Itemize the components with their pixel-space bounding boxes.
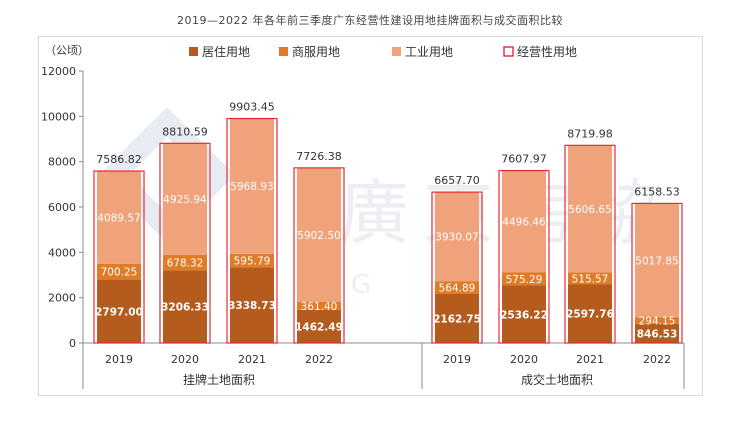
data-label-total: 7726.38 bbox=[296, 150, 342, 163]
bar-residential bbox=[635, 323, 679, 343]
bar-commercial bbox=[435, 281, 479, 294]
x-tick-label: 2022 bbox=[643, 353, 671, 366]
bar-industrial bbox=[230, 118, 274, 254]
data-label-industrial: 4089.57 bbox=[97, 212, 140, 224]
bar-residential bbox=[568, 284, 612, 343]
bar-commercial bbox=[568, 272, 612, 285]
bar-commercial bbox=[297, 301, 341, 310]
bar-residential bbox=[435, 293, 479, 343]
data-label-total: 9903.45 bbox=[229, 101, 275, 114]
y-tick-label: 4000 bbox=[48, 246, 76, 259]
y-tick-label: 6000 bbox=[48, 201, 76, 214]
bar-operating-outline bbox=[293, 167, 345, 344]
x-tick-label: 2020 bbox=[510, 353, 538, 366]
bar-commercial bbox=[230, 253, 274, 268]
data-label-residential: 2162.75 bbox=[433, 313, 481, 325]
bar-residential bbox=[230, 267, 274, 343]
data-label-industrial: 5968.93 bbox=[230, 181, 273, 193]
legend-label-industrial: 工业用地 bbox=[405, 45, 453, 59]
bar-residential bbox=[297, 309, 341, 343]
data-label-commercial: 595.79 bbox=[234, 256, 271, 268]
data-label-residential: 2536.22 bbox=[500, 309, 548, 321]
x-tick-label: 2019 bbox=[105, 353, 133, 366]
data-label-residential: 3206.33 bbox=[161, 302, 209, 314]
bar-operating-outline bbox=[564, 144, 616, 344]
data-label-residential: 2597.76 bbox=[566, 309, 614, 321]
chart-frame: 廣東房協G（公顷）0200040006000800010000120002797… bbox=[38, 36, 703, 396]
bar-industrial bbox=[97, 171, 141, 264]
x-tick-label: 2020 bbox=[171, 353, 199, 366]
data-label-industrial: 5017.85 bbox=[635, 255, 678, 267]
legend-label-operating_outline: 经营性用地 bbox=[517, 45, 577, 59]
bar-industrial bbox=[297, 167, 341, 302]
data-label-residential: 846.53 bbox=[637, 328, 678, 340]
bar-industrial bbox=[163, 143, 207, 255]
bar-operating-outline bbox=[631, 202, 683, 344]
page-title: 2019—2022 年各年前三季度广东经营性建设用地挂牌面积与成交面积比较 bbox=[177, 14, 563, 27]
bar-operating-outline bbox=[93, 170, 145, 344]
x-tick-label: 2019 bbox=[443, 353, 471, 366]
bar-residential bbox=[502, 285, 546, 343]
data-label-commercial: 575.29 bbox=[506, 274, 543, 286]
data-label-industrial: 5606.65 bbox=[568, 204, 611, 216]
legend-swatch-commercial bbox=[279, 47, 288, 56]
data-label-industrial: 5902.50 bbox=[297, 230, 340, 242]
data-label-industrial: 4925.94 bbox=[163, 194, 207, 206]
bar-industrial bbox=[635, 203, 679, 318]
y-axis-unit-label: （公顷） bbox=[45, 44, 89, 57]
x-tick-label: 2021 bbox=[576, 353, 604, 366]
bar-commercial bbox=[502, 272, 546, 286]
y-tick-label: 12000 bbox=[41, 65, 76, 78]
data-label-total: 6158.53 bbox=[634, 185, 680, 198]
bar-commercial bbox=[97, 263, 141, 280]
legend-swatch-operating bbox=[503, 46, 514, 57]
legend-swatch-residential bbox=[189, 47, 198, 56]
data-label-commercial: 361.40 bbox=[301, 301, 338, 313]
bar-industrial bbox=[568, 145, 612, 273]
bar-commercial bbox=[163, 254, 207, 271]
data-label-commercial: 515.57 bbox=[572, 273, 609, 285]
bar-residential bbox=[163, 270, 207, 343]
x-tick-label: 2022 bbox=[305, 353, 333, 366]
bar-operating-outline bbox=[226, 117, 278, 344]
y-tick-label: 2000 bbox=[48, 292, 76, 305]
data-label-total: 7586.82 bbox=[96, 153, 142, 166]
bar-commercial bbox=[635, 317, 679, 324]
data-label-total: 6657.70 bbox=[434, 174, 480, 187]
data-label-residential: 3338.73 bbox=[228, 300, 276, 312]
x-tick-label: 2021 bbox=[238, 353, 266, 366]
bar-operating-outline bbox=[431, 191, 483, 344]
legend-label-commercial: 商服用地 bbox=[292, 44, 340, 59]
legend-swatch-industrial bbox=[392, 47, 401, 56]
watermark-letter: G bbox=[351, 270, 371, 300]
bar-industrial bbox=[502, 170, 546, 273]
data-label-total: 7607.97 bbox=[501, 153, 547, 166]
data-label-industrial: 4496.46 bbox=[502, 217, 546, 229]
data-label-commercial: 564.89 bbox=[439, 283, 476, 295]
x-group-label: 挂牌土地面积 bbox=[183, 373, 255, 387]
y-tick-label: 0 bbox=[69, 337, 76, 350]
y-tick-label: 10000 bbox=[41, 110, 76, 123]
data-label-commercial: 294.15 bbox=[639, 315, 676, 327]
x-group-label: 成交土地面积 bbox=[521, 372, 593, 387]
data-label-residential: 1462.49 bbox=[295, 321, 343, 333]
bar-industrial bbox=[435, 192, 479, 282]
data-label-residential: 2797.00 bbox=[95, 306, 143, 318]
bar-operating-outline bbox=[159, 142, 211, 344]
data-label-commercial: 678.32 bbox=[167, 258, 204, 270]
bar-operating-outline bbox=[498, 169, 550, 344]
legend-label-residential: 居住用地 bbox=[202, 45, 250, 59]
data-label-total: 8719.98 bbox=[567, 127, 613, 140]
data-label-total: 8810.59 bbox=[162, 125, 208, 138]
data-label-industrial: 3930.07 bbox=[435, 232, 478, 244]
data-label-commercial: 700.25 bbox=[101, 267, 138, 279]
y-tick-label: 8000 bbox=[48, 156, 76, 169]
bar-residential bbox=[97, 279, 141, 343]
stacked-bar-chart: 廣東房協G（公顷）0200040006000800010000120002797… bbox=[41, 44, 685, 389]
